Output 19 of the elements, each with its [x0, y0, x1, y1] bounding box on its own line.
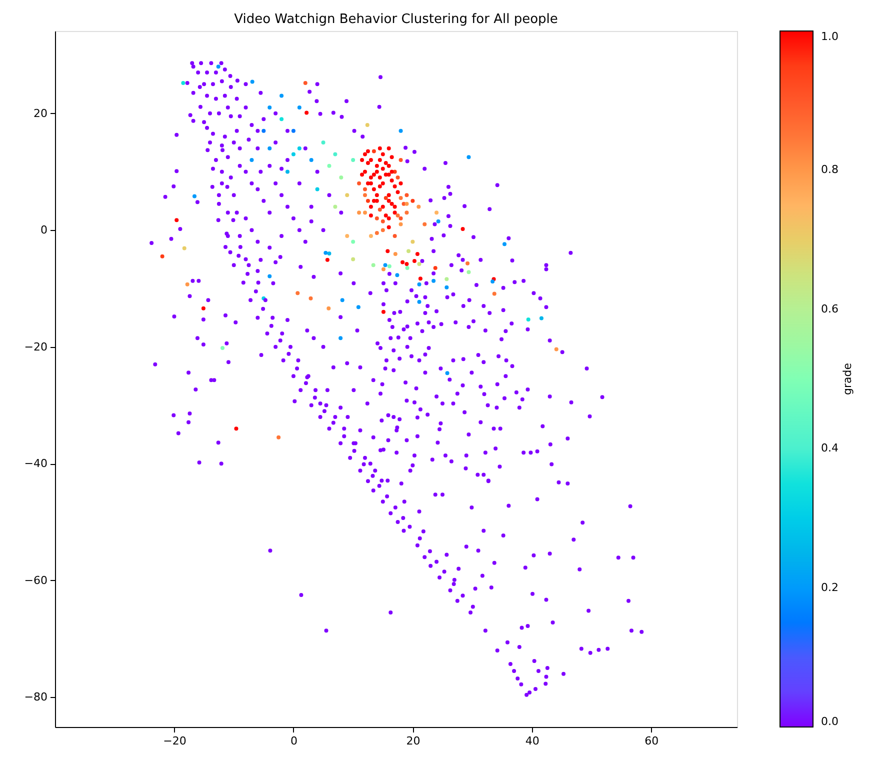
y-tick-label: 20: [34, 106, 48, 120]
x-tick-label: 40: [525, 734, 540, 748]
x-tick-label: 60: [644, 734, 659, 748]
color-bar-label: 0.6: [821, 302, 838, 316]
color-bar-label: 1.0: [821, 30, 838, 43]
x-tick-label: 20: [406, 734, 420, 748]
x-tick-label: −20: [163, 734, 186, 748]
y-tick-label: −80: [24, 690, 48, 704]
y-tick-label: −60: [24, 574, 48, 587]
color-bar-title: grade: [841, 362, 854, 395]
color-bar-label: 0.0: [821, 715, 838, 728]
color-bar-label: 0.8: [821, 163, 838, 176]
x-tick-label: 0: [290, 734, 298, 748]
color-bar-label: 0.4: [821, 442, 838, 455]
chart-title: Video Watchign Behavior Clustering for All people: [234, 12, 558, 27]
y-tick-label: 0: [40, 224, 48, 237]
y-tick-label: −40: [24, 457, 48, 470]
color-bar-label: 0.2: [821, 580, 838, 594]
y-tick-label: −20: [24, 340, 48, 354]
